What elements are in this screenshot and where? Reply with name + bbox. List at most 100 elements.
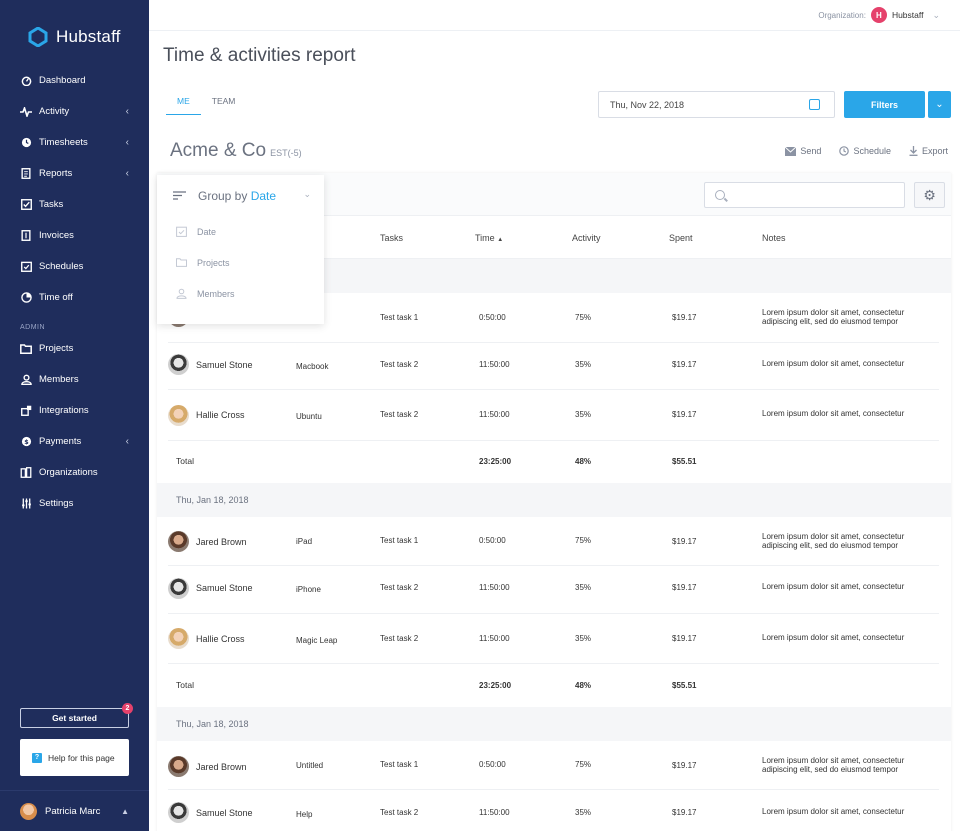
option-label: Projects <box>197 257 230 268</box>
project-cell: iPad <box>296 537 313 546</box>
member-name: Samuel Stone <box>196 583 253 593</box>
group-by-value: Date <box>250 188 277 203</box>
send-button[interactable]: Send <box>785 146 821 156</box>
date-group-header: Thu, Jan 18, 2018 <box>157 483 951 517</box>
calendar-check-icon <box>176 226 187 237</box>
activity-cell: 75% <box>575 313 592 322</box>
avatar <box>168 756 189 777</box>
chevron-left-icon: ‹ <box>125 106 129 117</box>
spent-cell: $19.17 <box>672 410 697 419</box>
user-menu[interactable]: Patricia Marc ▲ <box>0 790 149 831</box>
export-label: Export <box>921 146 948 156</box>
task-cell: Test task 2 <box>380 808 419 817</box>
invoices-icon <box>20 230 32 242</box>
help-button[interactable]: ? Help for this page <box>20 739 129 776</box>
total-spent: $55.51 <box>672 681 697 690</box>
tab-me[interactable]: ME <box>166 93 201 115</box>
export-button[interactable]: Export <box>909 146 948 156</box>
search-input[interactable] <box>704 182 905 208</box>
avatar <box>20 802 37 820</box>
group-by-toggle[interactable]: Group by Date ⌄ <box>157 175 324 216</box>
date-picker[interactable]: Thu, Nov 22, 2018 <box>598 91 835 118</box>
filters-button[interactable]: Filters <box>844 91 925 118</box>
column-header-activity[interactable]: Activity <box>572 233 601 243</box>
time-cell: 11:50:00 <box>479 360 510 369</box>
member-name: Samuel Stone <box>196 360 253 370</box>
group-by-option-date[interactable]: Date <box>157 216 324 247</box>
notes-cell: Lorem ipsum dolor sit amet, consectetur <box>762 633 905 642</box>
sidebar-item-label: Schedules <box>39 261 84 272</box>
notes-cell: Lorem ipsum dolor sit amet, consectetur <box>762 582 905 591</box>
sort-lines-icon <box>173 191 186 200</box>
sidebar-item-payments[interactable]: $ Payments ‹ <box>0 426 149 457</box>
chevron-down-icon: ⌄ <box>303 189 311 199</box>
sidebar-item-schedules[interactable]: Schedules <box>0 251 149 282</box>
sidebar-item-activity[interactable]: Activity ‹ <box>0 96 149 127</box>
organization-switcher[interactable]: Organization: H Hubstaff ⌄ <box>818 7 940 23</box>
sidebar-item-reports[interactable]: Reports ‹ <box>0 158 149 189</box>
search-icon <box>715 190 725 200</box>
member-name: Jared Brown <box>196 537 247 547</box>
sidebar-item-dashboard[interactable]: Dashboard <box>0 65 149 96</box>
project-cell: iPhone <box>296 585 321 594</box>
sidebar-item-tasks[interactable]: Tasks <box>0 189 149 220</box>
settings-button[interactable]: ⚙ <box>914 182 945 208</box>
activity-cell: 35% <box>575 808 592 817</box>
group-by-option-projects[interactable]: Projects <box>157 247 324 278</box>
sidebar-item-timesheets[interactable]: Timesheets ‹ <box>0 127 149 158</box>
project-cell: Untitled <box>296 761 324 770</box>
activity-icon <box>20 106 32 118</box>
filters-dropdown-button[interactable]: ⌄ <box>928 91 951 118</box>
report-actions: Send Schedule Export <box>785 146 948 156</box>
sidebar-item-projects[interactable]: Projects <box>0 333 149 364</box>
column-header-tasks[interactable]: Tasks <box>380 233 404 243</box>
organizations-icon <box>20 467 32 479</box>
brand-logo[interactable]: Hubstaff <box>28 27 121 47</box>
get-started-label: Get started <box>52 713 97 723</box>
column-header-spent[interactable]: Spent <box>669 233 693 243</box>
task-cell: Test task 2 <box>380 634 419 643</box>
task-cell: Test task 1 <box>380 313 419 322</box>
sidebar-item-label: Dashboard <box>39 75 86 86</box>
sidebar-item-invoices[interactable]: Invoices <box>0 220 149 251</box>
sidebar-item-time-off[interactable]: Time off <box>0 282 149 313</box>
schedule-button[interactable]: Schedule <box>839 146 891 156</box>
sidebar-item-label: Members <box>39 374 79 385</box>
row-divider <box>168 663 939 664</box>
chevron-left-icon: ‹ <box>125 436 129 447</box>
row-divider <box>168 565 939 566</box>
spent-cell: $19.17 <box>672 634 697 643</box>
reports-icon <box>20 168 32 180</box>
notes-cell: Lorem ipsum dolor sit amet, consectetur … <box>762 308 905 326</box>
report-tabs: ME TEAM <box>166 93 246 115</box>
svg-text:$: $ <box>24 438 29 446</box>
notes-cell: Lorem ipsum dolor sit amet, consectetur <box>762 409 905 418</box>
column-header-notes[interactable]: Notes <box>762 233 786 243</box>
row-divider <box>168 440 939 441</box>
sidebar-item-settings[interactable]: Settings <box>0 488 149 519</box>
member-name: Hallie Cross <box>196 410 245 420</box>
sidebar-item-members[interactable]: Members <box>0 364 149 395</box>
sidebar-item-organizations[interactable]: Organizations <box>0 457 149 488</box>
chevron-left-icon: ‹ <box>125 168 129 179</box>
sidebar-item-label: Timesheets <box>39 137 88 148</box>
column-header-time[interactable]: Time ▲ <box>475 233 503 243</box>
sidebar-item-label: Settings <box>39 498 74 509</box>
group-by-option-members[interactable]: Members <box>157 278 324 309</box>
sidebar-item-integrations[interactable]: Integrations <box>0 395 149 426</box>
page-title: Time & activities report <box>163 45 356 66</box>
avatar <box>168 628 189 649</box>
row-divider <box>168 389 939 390</box>
project-cell: Ubuntu <box>296 412 322 421</box>
total-label: Total <box>176 680 194 690</box>
chevron-left-icon: ‹ <box>125 137 129 148</box>
spent-cell: $19.17 <box>672 808 697 817</box>
spent-cell: $19.17 <box>672 537 697 546</box>
avatar <box>168 578 189 599</box>
tab-team[interactable]: TEAM <box>211 96 236 106</box>
download-icon <box>909 146 918 156</box>
member-name: Jared Brown <box>196 762 247 772</box>
get-started-button[interactable]: Get started 2 <box>20 703 133 728</box>
group-by-dropdown: Group by Date ⌄ Date Projects Members <box>157 175 324 324</box>
sort-asc-icon: ▲ <box>497 237 504 243</box>
